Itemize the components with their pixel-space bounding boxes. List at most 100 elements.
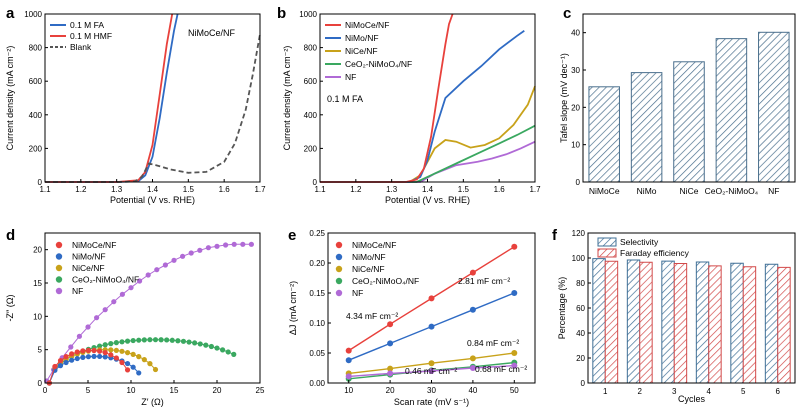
panel-b-xtick-label: 1.7 (529, 185, 541, 194)
panel-d-point (152, 366, 159, 373)
panel-e-point (511, 290, 518, 296)
panel-c-bar (588, 86, 620, 183)
panel-d-point (102, 354, 108, 360)
panel-d-xtick-label: 10 (127, 386, 136, 395)
panel-d-point (108, 341, 114, 347)
panel-e-slope-label: 4.34 mF cm⁻² (346, 311, 398, 321)
panel-d-xtick-label: 15 (170, 386, 179, 395)
panel-a-ytick-label: 200 (29, 144, 43, 153)
panel-d-point (136, 354, 142, 360)
panel-d-point (152, 337, 159, 343)
panel-d-point (141, 357, 147, 363)
panel-e-point (428, 323, 435, 330)
panel-e-legend-swatch (335, 289, 343, 297)
panel-b-xtick-label: 1.1 (314, 185, 326, 194)
panel-e-point (469, 355, 476, 362)
panel-d-point (119, 359, 125, 366)
panel-d-point (80, 354, 86, 360)
panel-d-point (68, 344, 74, 350)
panel-b-xtick-label: 1.6 (494, 185, 506, 194)
panel-d-point (69, 357, 75, 363)
panel-e-slope-label: 0.46 mF cm⁻² (405, 366, 457, 376)
panel-c-ytick-label: 20 (571, 103, 580, 112)
panel-b-legend-label: CeO₂-NiMoO₄/NF (345, 59, 412, 69)
panel-d-letter: d (6, 227, 15, 244)
panel-c-ylabel: Tafel slope (mV dec⁻¹) (559, 53, 569, 143)
panel-e-legend-swatch (335, 253, 343, 261)
panel-d-point (136, 370, 142, 376)
panel-f-category-label: 2 (638, 387, 643, 396)
panel-d-point (85, 324, 91, 330)
panel-f-category-label: 6 (776, 387, 781, 396)
panel-d-ytick-label: 15 (33, 279, 42, 288)
panel-d-point (119, 339, 125, 345)
panel-e-slope-label: 0.68 mF cm⁻² (475, 364, 527, 374)
panel-d-frame (44, 232, 261, 384)
panel-d-legend-swatch (55, 287, 63, 295)
panel-d-point (52, 363, 58, 370)
panel-e-legend-label: NiMoCe/NF (352, 240, 396, 250)
panel-e-ytick-label: 0.10 (309, 319, 325, 328)
panel-f-bar-selectivity (695, 261, 710, 384)
panel-e-ylabel: ΔJ (mA cm⁻²) (288, 281, 298, 335)
panel-d-point (94, 315, 100, 321)
panel-d-point (85, 347, 92, 353)
panel-d-point (69, 351, 75, 357)
panel-e-point (387, 321, 394, 328)
panel-b-xtick-label: 1.4 (422, 185, 434, 194)
panel-e-letter: e (288, 227, 296, 244)
panel-a-series-blank (45, 34, 261, 183)
panel-e-point (511, 362, 518, 369)
panel-b-letter: b (277, 5, 286, 22)
panel-d-ylabel: -Z″ (Ω) (5, 295, 15, 322)
panel-d-point (113, 347, 119, 354)
panel-f-bar-faraday (673, 263, 688, 384)
panel-d-point (162, 262, 168, 268)
panel-f-xlabel: Cycles (678, 394, 706, 404)
panel-d-point (130, 351, 136, 357)
panel-d-point (192, 340, 198, 346)
panel-c-category-label: NiCe (680, 186, 699, 196)
panel-d-point (137, 278, 143, 284)
panel-d-ytick-label: 10 (33, 312, 42, 321)
panel-e-xtick-label: 10 (344, 386, 353, 395)
panel-e-legend-label: NF (352, 288, 363, 298)
panel-f-bar-faraday (708, 265, 722, 384)
panel-d-point (111, 299, 117, 305)
panel-d-point (214, 345, 220, 351)
panel-a-xtick-label: 1.1 (39, 185, 51, 194)
panel-f-legend-label: Faraday efficiency (620, 248, 690, 258)
panel-f-bar-selectivity (592, 258, 606, 384)
panel-d-point (97, 343, 103, 349)
panel-d-point (248, 241, 254, 247)
panel-b-series-line (320, 124, 536, 183)
panel-e-xtick-label: 40 (468, 386, 477, 395)
panel-d-point (180, 253, 186, 259)
panel-e-point (345, 357, 352, 364)
panel-d-point (91, 347, 97, 354)
panel-d-point (128, 285, 134, 291)
panel-d-point (203, 342, 209, 348)
panel-f-legend-swatch (597, 248, 617, 258)
panel-b-ytick-label: 400 (304, 111, 318, 120)
panel-d-point (80, 348, 86, 354)
panel-b-ytick-label: 600 (304, 77, 318, 86)
panel-d-point (74, 349, 80, 355)
panel-f-category-label: 3 (672, 387, 677, 396)
panel-b-ytick-label: 200 (304, 144, 318, 153)
panel-d-point (197, 247, 203, 253)
panel-d-point (219, 347, 226, 353)
panel-a-legend-label: 0.1 M HMF (70, 31, 112, 41)
panel-a-xtick-label: 1.6 (219, 185, 231, 194)
panel-d-xtick-label: 25 (256, 386, 265, 395)
panel-f-category-label: 5 (741, 387, 746, 396)
panel-a-xtick-label: 1.7 (254, 185, 266, 194)
panel-f-ytick-label: 0 (581, 379, 586, 388)
panel-d-point (145, 272, 151, 278)
panel-c-frame (582, 13, 796, 183)
panel-e-xtick-label: 20 (386, 386, 395, 395)
panel-d-point (171, 257, 177, 263)
panel-d-xtick-label: 0 (43, 386, 48, 395)
panel-a-xtick-label: 1.4 (147, 185, 159, 194)
panel-f-legend-label: Selectivity (620, 237, 659, 247)
